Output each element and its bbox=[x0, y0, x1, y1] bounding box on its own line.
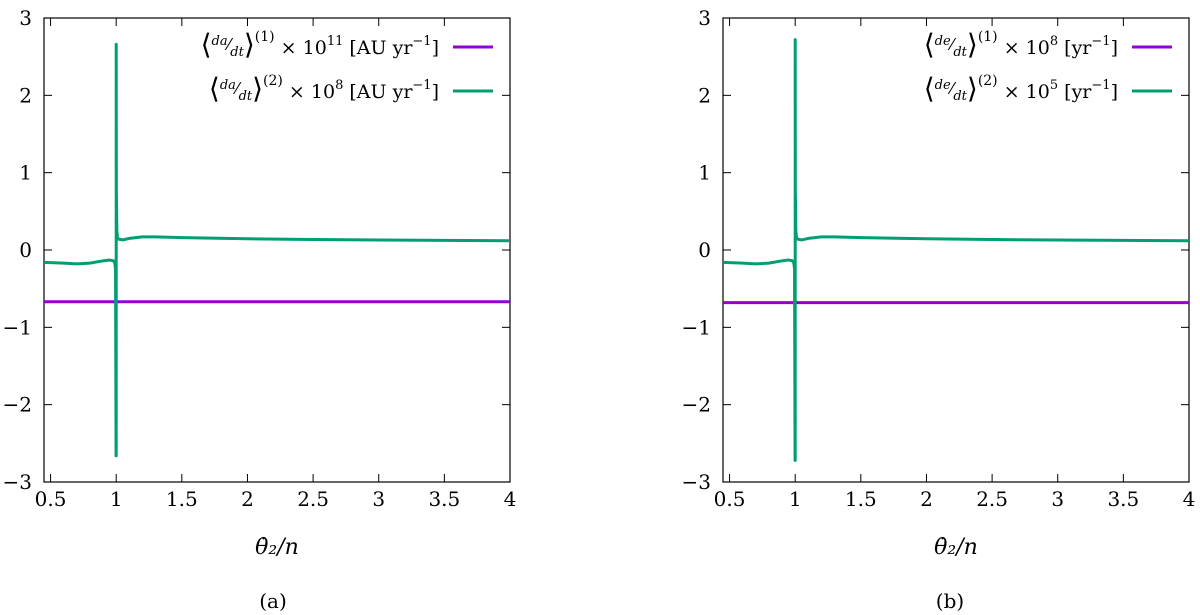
legend: ⟨de⁄dt⟩(1) × 108 [yr−1] ⟨de⁄dt⟩(2) × 105 … bbox=[924, 28, 1172, 105]
legend: ⟨da⁄dt⟩(1) × 1011 [AU yr−1] ⟨da⁄dt⟩(2) × … bbox=[201, 28, 493, 105]
x-tick-label: 4 bbox=[504, 487, 517, 511]
fraction-top: de bbox=[935, 78, 951, 93]
y-tick-label: −3 bbox=[3, 470, 32, 494]
legend-label: ⟨da⁄dt⟩(1) × 1011 [AU yr−1] bbox=[201, 28, 439, 61]
unit-exponent: −1 bbox=[412, 78, 431, 93]
legend-label: ⟨de⁄dt⟩(1) × 108 [yr−1] bbox=[924, 28, 1118, 61]
legend-label: ⟨da⁄dt⟩(2) × 108 [AU yr−1] bbox=[209, 72, 439, 105]
unit-exponent: −1 bbox=[412, 34, 431, 49]
x-tick-label: 0.5 bbox=[35, 487, 67, 511]
legend-label: ⟨de⁄dt⟩(2) × 105 [yr−1] bbox=[924, 72, 1118, 105]
y-tick-label: 3 bbox=[698, 6, 711, 30]
superscript: (1) bbox=[978, 29, 998, 45]
superscript: (2) bbox=[263, 73, 283, 89]
y-tick-label: 2 bbox=[19, 83, 32, 107]
series-line-2 bbox=[723, 38, 1189, 462]
panel-caption: (b) bbox=[936, 589, 964, 613]
y-tick-label: −1 bbox=[682, 315, 711, 339]
chart-panel-b: 0.5 1 1.5 2 2.5 3 3.5 4 −3 −2 −1 0 1 2 3 ⟨de⁄dt⟩(1) × 1… bbox=[682, 6, 1196, 613]
legend-entry-1: ⟨de⁄dt⟩(1) × 108 [yr−1] bbox=[924, 28, 1172, 61]
panel-caption: (a) bbox=[259, 589, 287, 613]
multiplier: × 10 bbox=[998, 37, 1050, 59]
legend-entry-1: ⟨da⁄dt⟩(1) × 1011 [AU yr−1] bbox=[201, 28, 493, 61]
unit: [AU yr bbox=[343, 37, 413, 59]
x-tick-label: 2 bbox=[920, 487, 933, 511]
x-tick-label: 1.5 bbox=[845, 487, 877, 511]
y-tick-label: 0 bbox=[19, 238, 32, 262]
y-tick-label: −3 bbox=[682, 470, 711, 494]
exponent: 8 bbox=[335, 78, 343, 93]
plot-frame bbox=[722, 17, 1190, 483]
legend-entry-2: ⟨de⁄dt⟩(2) × 105 [yr−1] bbox=[924, 72, 1172, 105]
fraction-bottom: dt bbox=[953, 45, 967, 60]
exponent: 5 bbox=[1050, 78, 1058, 93]
y-tick-label: 3 bbox=[19, 6, 32, 30]
fraction-bottom: dt bbox=[953, 89, 967, 104]
legend-entry-2: ⟨da⁄dt⟩(2) × 108 [AU yr−1] bbox=[209, 72, 493, 105]
superscript: (2) bbox=[978, 73, 998, 89]
unit-exponent: −1 bbox=[1091, 34, 1110, 49]
superscript: (1) bbox=[255, 29, 275, 45]
x-tick-label: 3.5 bbox=[1107, 487, 1139, 511]
series-line-2 bbox=[44, 42, 510, 458]
y-tick-label: −2 bbox=[3, 393, 32, 417]
exponent: 11 bbox=[327, 34, 344, 49]
x-tick-label: 3.5 bbox=[428, 487, 460, 511]
x-tick-label: 3 bbox=[372, 487, 385, 511]
x-tick-label: 2 bbox=[241, 487, 254, 511]
chart-panel-a: 0.5 1 1.5 2 2.5 3 3.5 4 −3 −2 −1 0 1 2 3 ⟨da⁄dt⟩(1) × 1… bbox=[3, 6, 517, 613]
multiplier: × 10 bbox=[275, 37, 327, 59]
fraction-bottom: dt bbox=[230, 45, 244, 60]
multiplier: × 10 bbox=[998, 81, 1050, 103]
fraction-top: da bbox=[212, 34, 228, 49]
x-tick-label: 4 bbox=[1183, 487, 1196, 511]
x-tick-label: 2.5 bbox=[297, 487, 329, 511]
x-axis-label: θ̇₂/n bbox=[255, 535, 299, 560]
fraction-top: da bbox=[220, 78, 236, 93]
unit: [yr bbox=[1058, 37, 1092, 59]
unit: [AU yr bbox=[343, 81, 413, 103]
x-axis-label: θ̇₂/n bbox=[934, 535, 978, 560]
x-tick-label: 1.5 bbox=[166, 487, 198, 511]
y-tick-label: 2 bbox=[698, 83, 711, 107]
y-tick-label: −1 bbox=[3, 315, 32, 339]
x-tick-label: 1 bbox=[110, 487, 123, 511]
x-tick-label: 0.5 bbox=[714, 487, 746, 511]
y-tick-label: −2 bbox=[682, 393, 711, 417]
y-tick-label: 1 bbox=[19, 161, 32, 185]
multiplier: × 10 bbox=[283, 81, 335, 103]
unit: [yr bbox=[1058, 81, 1092, 103]
y-tick-label: 0 bbox=[698, 238, 711, 262]
x-tick-label: 3 bbox=[1051, 487, 1064, 511]
y-tick-label: 1 bbox=[698, 161, 711, 185]
unit-exponent: −1 bbox=[1091, 78, 1110, 93]
fraction-top: de bbox=[935, 34, 951, 49]
x-tick-label: 2.5 bbox=[976, 487, 1008, 511]
fraction-bottom: dt bbox=[239, 89, 253, 104]
exponent: 8 bbox=[1050, 34, 1058, 49]
x-tick-label: 1 bbox=[789, 487, 802, 511]
